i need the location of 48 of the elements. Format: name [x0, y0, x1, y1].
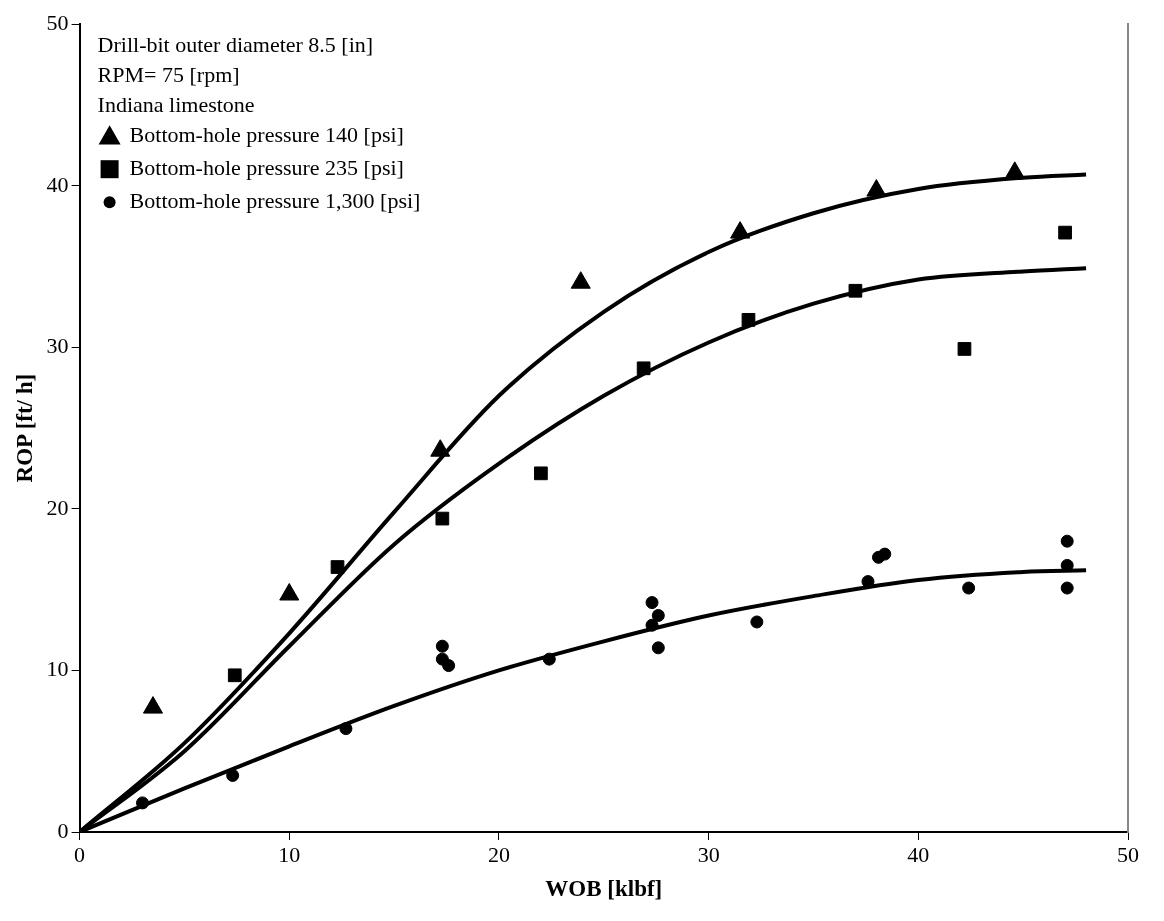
x-tick-label: 20	[487, 841, 510, 867]
annotation: RPM= 75 [rpm]	[97, 61, 240, 87]
y-tick-label: 30	[46, 333, 69, 359]
point	[645, 618, 659, 632]
point	[730, 221, 751, 239]
point	[570, 271, 591, 289]
y-tick-label: 50	[46, 9, 69, 35]
x-tick-label: 50	[1117, 841, 1139, 867]
point	[1058, 225, 1072, 240]
x-tick-label: 40	[907, 841, 930, 867]
point	[957, 342, 972, 356]
point	[750, 615, 764, 629]
point	[651, 609, 665, 623]
annotation: Indiana limestone	[97, 91, 255, 117]
point	[1004, 161, 1025, 179]
legend-label: Bottom-hole pressure 1,300 [psi]	[129, 187, 421, 213]
legend-label: Bottom-hole pressure 140 [psi]	[129, 121, 404, 147]
point	[542, 652, 556, 666]
point	[226, 768, 240, 782]
point	[866, 179, 887, 197]
point	[136, 796, 149, 810]
point	[435, 639, 449, 653]
point	[636, 361, 651, 376]
point	[962, 581, 976, 595]
x-tick-label: 30	[697, 841, 720, 867]
legend-label: Bottom-hole pressure 235 [psi]	[129, 154, 404, 180]
point	[435, 511, 450, 526]
point	[878, 547, 892, 561]
point	[1060, 581, 1074, 595]
point	[651, 641, 665, 655]
y-tick-label: 0	[57, 817, 69, 843]
x-tick-label: 0	[74, 841, 86, 867]
point	[1060, 534, 1074, 548]
x-axis-title: WOB [klbf]	[545, 876, 663, 902]
point	[534, 466, 548, 481]
point	[227, 668, 242, 683]
point	[848, 283, 863, 298]
y-tick-label: 10	[46, 656, 69, 682]
y-tick-label: 20	[46, 494, 69, 520]
y-tick-label: 40	[46, 171, 69, 197]
annotation: Drill-bit outer diameter 8.5 [in]	[97, 31, 374, 57]
point	[645, 596, 659, 610]
point	[330, 560, 345, 574]
x-tick-label: 10	[278, 841, 301, 867]
y-axis-title: ROP [ft/ h]	[11, 373, 37, 483]
point	[442, 659, 456, 673]
point	[741, 312, 756, 327]
point	[339, 722, 353, 736]
